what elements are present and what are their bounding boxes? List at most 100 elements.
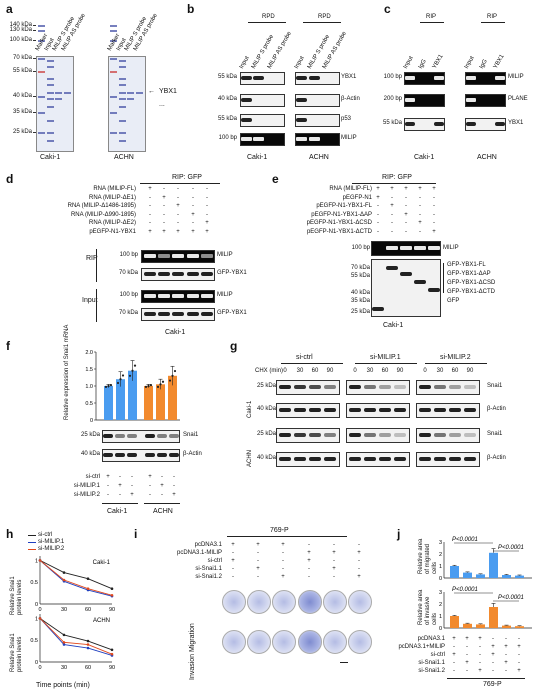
- d-cond-sign: -: [163, 220, 165, 226]
- j-cond-sign: -: [518, 636, 520, 642]
- j-cell: 769-P: [483, 681, 502, 688]
- g-time-label: 60: [381, 368, 389, 374]
- c-row-label: YBX1: [508, 120, 524, 126]
- a-band: [110, 30, 117, 32]
- f-bar: [116, 379, 125, 420]
- f-band: [115, 453, 125, 457]
- j-cond-sign: +: [452, 636, 456, 642]
- j-bar: [489, 552, 498, 578]
- f-band: [127, 434, 137, 438]
- i-cond-sign: -: [358, 566, 360, 572]
- d-title-line: [140, 183, 220, 184]
- e-top-band: [414, 246, 426, 250]
- j-bar: [450, 566, 459, 578]
- d-row-label: GFP-YBX1: [217, 310, 247, 316]
- b-band: [253, 76, 264, 80]
- j-ytick-label: 0: [439, 576, 442, 582]
- h-series-line: [39, 618, 113, 656]
- j-cond-sign: -: [505, 636, 507, 642]
- i-cond-sign: -: [358, 558, 360, 564]
- j-cond-sign: +: [478, 668, 482, 674]
- f-cell-achn: ACHN: [153, 508, 173, 515]
- i-well-migration: [247, 590, 271, 614]
- i-well-migration: [222, 590, 246, 614]
- b-blot-box: [240, 114, 285, 127]
- c-blot-box: [465, 118, 506, 131]
- h-point: [38, 559, 42, 562]
- f-dot: [161, 380, 165, 383]
- c-blot-box: [465, 72, 506, 85]
- i-well-invasion: [348, 630, 372, 654]
- b-blot-box: [295, 114, 340, 127]
- c-blot-box: [404, 118, 445, 131]
- f-cond-sign: -: [173, 474, 175, 480]
- h-point: [86, 643, 90, 646]
- a-band: [110, 25, 117, 27]
- h-legend-line: [28, 549, 36, 551]
- d-band: [201, 272, 213, 276]
- g-band: [434, 385, 446, 389]
- f-cond-sign: +: [130, 492, 134, 498]
- f-band: [103, 453, 113, 457]
- i-cond-label: si-ctrl: [207, 558, 222, 564]
- j-pvalue: P<0.0001: [452, 587, 478, 593]
- f-dot: [168, 379, 172, 382]
- b-row-label: β-Actin: [341, 96, 360, 102]
- f-ytick-label: 1.0: [85, 384, 93, 390]
- e-cond-sign: -: [419, 194, 421, 201]
- a-band: [110, 58, 117, 60]
- i-cond-sign: -: [308, 566, 310, 572]
- c-row-size: 55 kDa: [382, 120, 402, 126]
- g-band: [394, 408, 406, 412]
- a-band: [46, 78, 54, 80]
- b-row-size: 100 bp: [218, 135, 237, 141]
- f-dot: [133, 364, 137, 367]
- f-bar: [104, 386, 113, 420]
- d-cond-sign: -: [163, 186, 165, 192]
- a-band: [38, 112, 45, 114]
- b-blot-box: [240, 94, 285, 107]
- d-cond-sign: -: [192, 194, 194, 201]
- f-cond-sign: -: [119, 474, 121, 480]
- d-cond-sign: -: [192, 186, 194, 192]
- g-blot-box: [346, 403, 410, 418]
- a-band: [118, 84, 126, 86]
- f-bar: [128, 370, 137, 420]
- d-cond-sign: -: [177, 211, 179, 218]
- d-cond-sign: -: [163, 211, 165, 218]
- h-legend-label: si-ctrl: [38, 532, 53, 538]
- a-marker-label: 100 kDa: [9, 37, 32, 43]
- j-ytick-label: 1: [439, 564, 442, 570]
- f-dot: [156, 385, 160, 388]
- a-dots: ...: [159, 101, 165, 108]
- j-cond-sign: -: [505, 652, 507, 658]
- j-cond-sign: -: [492, 636, 494, 642]
- g-band: [294, 408, 306, 412]
- d-cond-sign: -: [192, 220, 194, 226]
- b-band: [296, 118, 307, 122]
- f-cond-sign: -: [149, 492, 151, 498]
- a-band: [127, 98, 134, 100]
- f-ytick-label: 0.5: [85, 401, 93, 407]
- f-dot: [171, 374, 174, 377]
- j-bar-charts: 0 1 2 3 P<0.0001 P<0.0001 0 1 2 3 P<0.0001 P<0.0001: [439, 537, 532, 632]
- b-cell-achn: ACHN: [309, 154, 329, 161]
- d-cond-label: pEGFP-N1-YBX1: [89, 228, 136, 235]
- e-cond-label: pEGFP-N1-YBX1-ΔCTD: [306, 228, 372, 235]
- h-point: [110, 648, 114, 652]
- i-cond-sign: +: [307, 558, 311, 564]
- a-band: [46, 106, 54, 108]
- f-band: [169, 453, 179, 457]
- h-ytick-label: 0: [35, 602, 38, 608]
- g-row-label: β-Actin: [487, 406, 506, 412]
- f-band: [145, 434, 155, 438]
- c-cell-caki: Caki-1: [414, 154, 435, 161]
- b-band: [241, 76, 252, 80]
- j-pvalue: P<0.0001: [498, 545, 524, 551]
- g-blot-box: [276, 428, 340, 443]
- c-band: [405, 98, 415, 102]
- g-time-label: 60: [451, 368, 459, 374]
- g-cell-caki: Caki-1: [247, 400, 253, 418]
- d-band: [172, 254, 184, 258]
- d-band: [201, 312, 213, 316]
